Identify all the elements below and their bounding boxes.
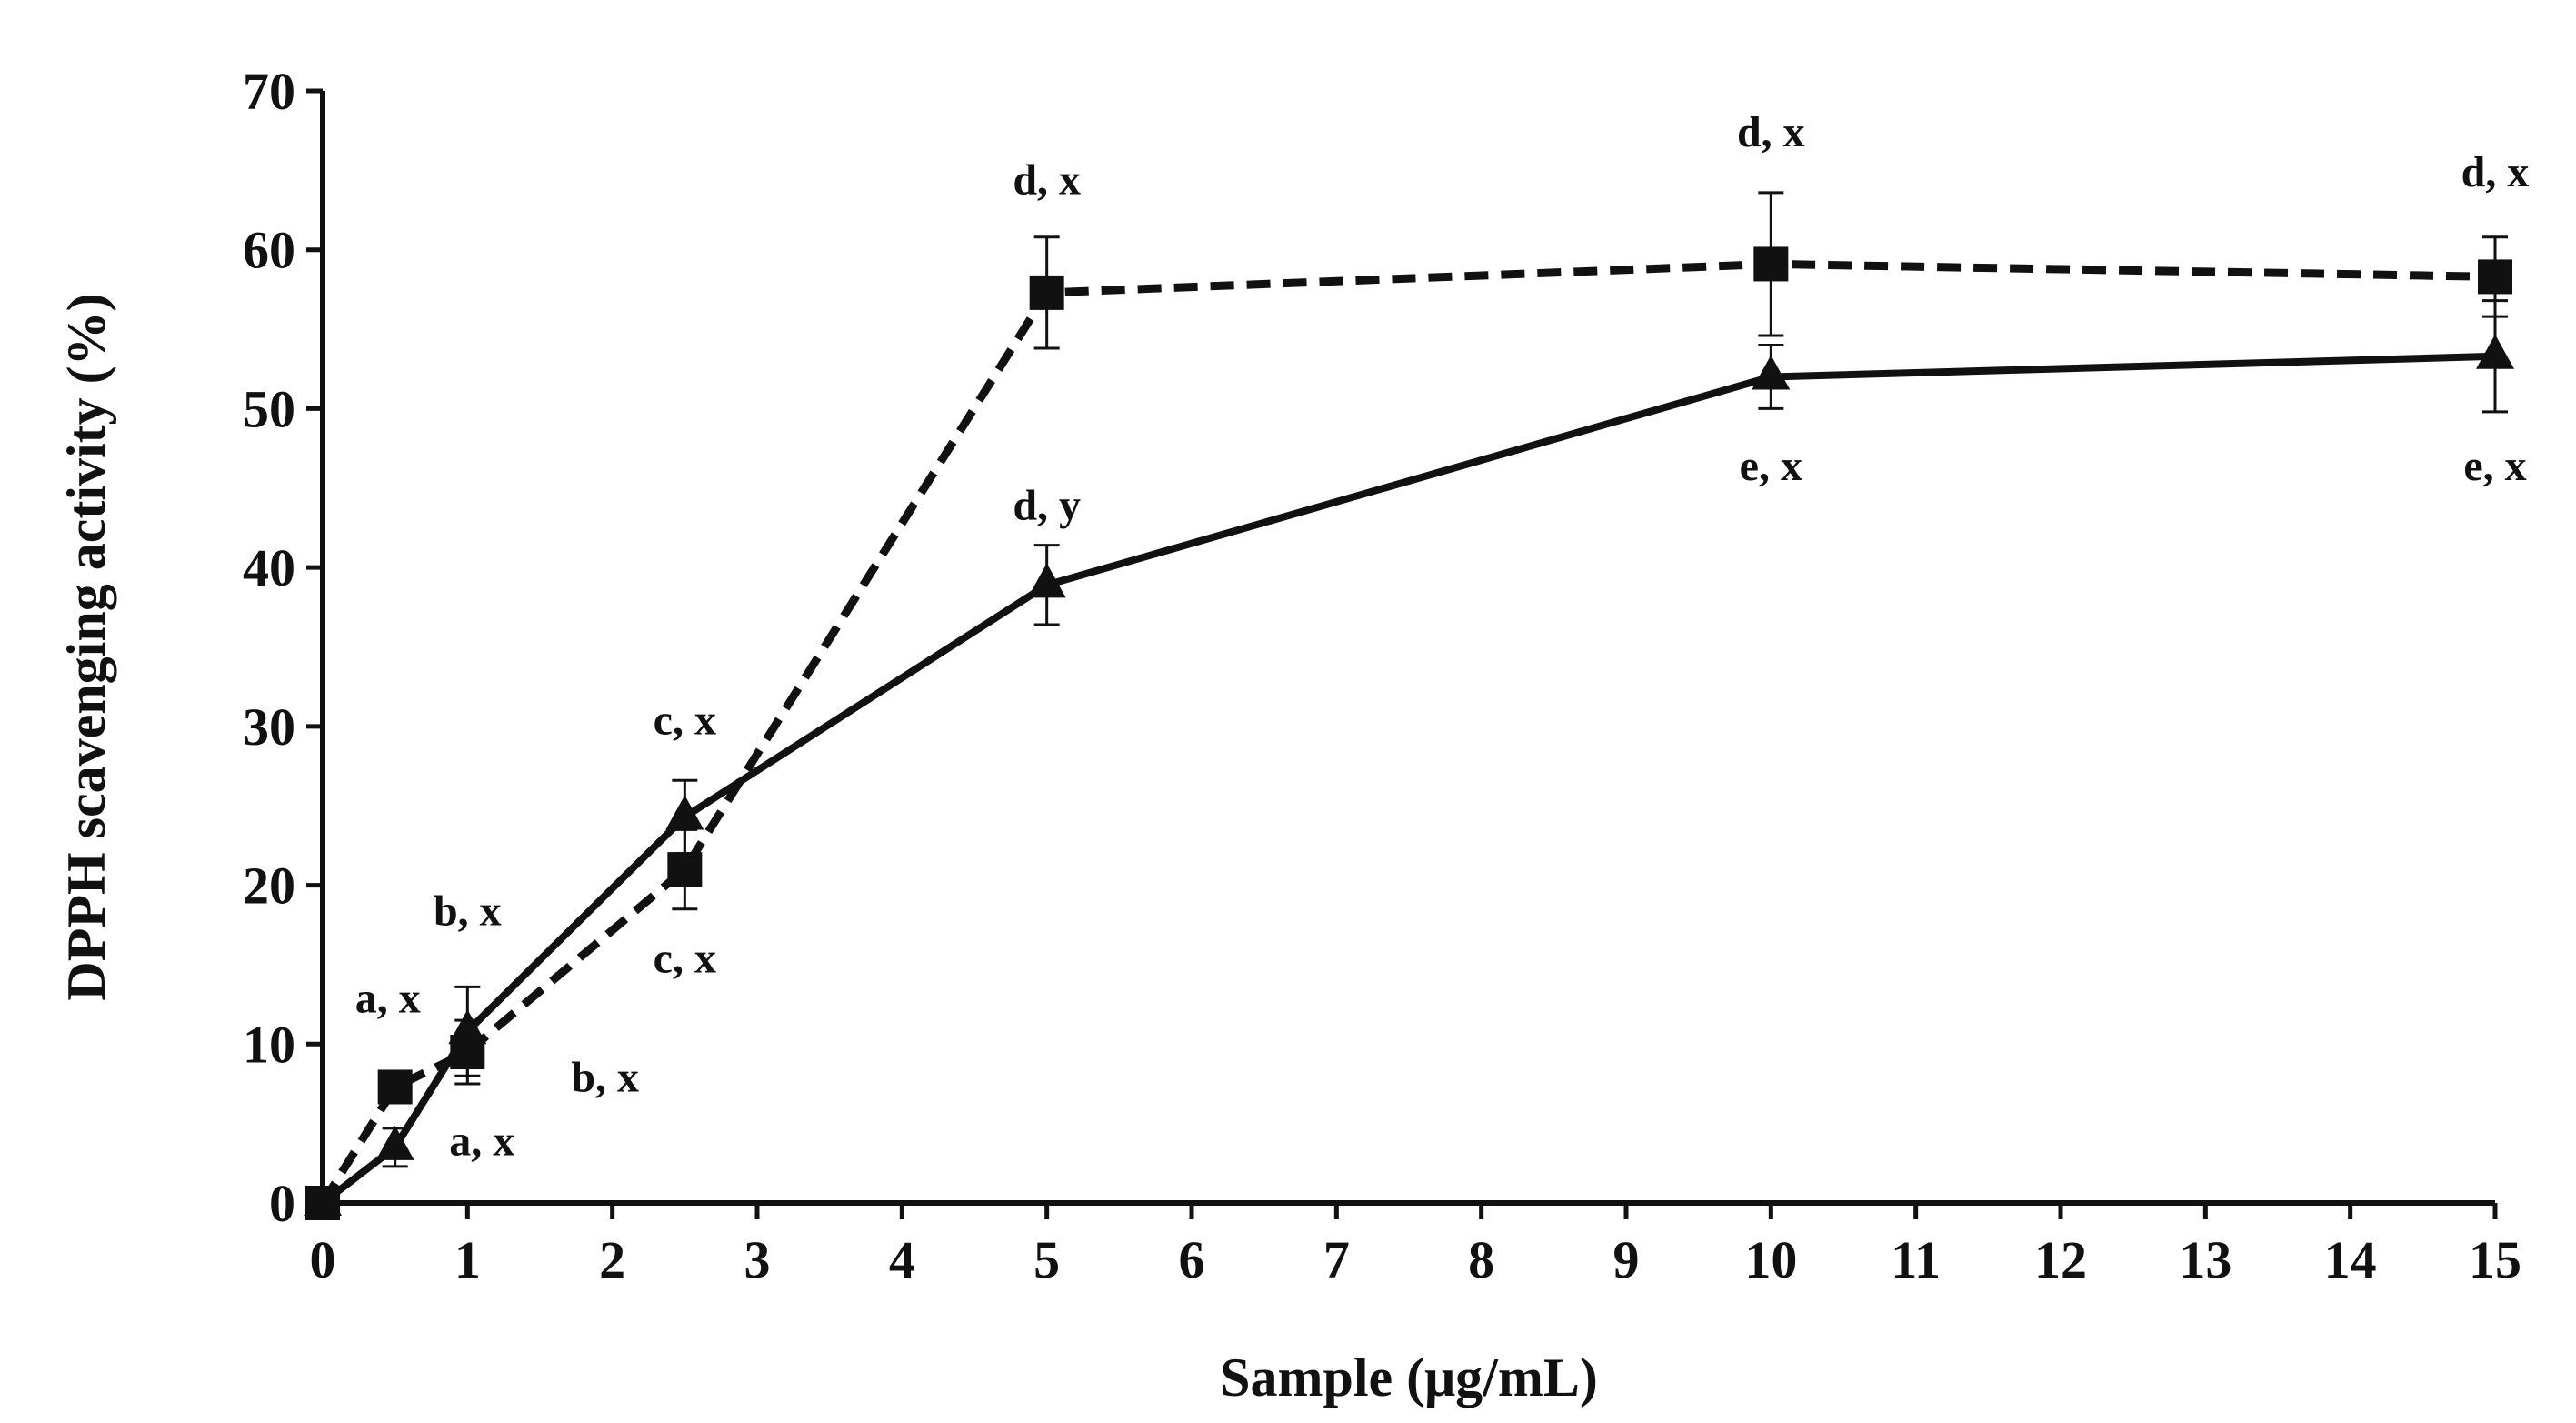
data-point-triangle bbox=[375, 1125, 414, 1160]
x-tick-label: 7 bbox=[1323, 1230, 1350, 1289]
y-tick-label: 30 bbox=[243, 697, 295, 757]
x-tick-label: 0 bbox=[310, 1230, 336, 1289]
x-tick-label: 8 bbox=[1468, 1230, 1494, 1289]
data-point-square bbox=[2478, 259, 2512, 295]
significance-label: e, x bbox=[2463, 442, 2526, 490]
series-lines bbox=[319, 259, 2496, 1207]
significance-label: d, x bbox=[2461, 148, 2530, 196]
x-tick-label: 15 bbox=[2469, 1230, 2521, 1289]
significance-label: b, x bbox=[571, 1054, 639, 1102]
significance-label: c, x bbox=[654, 935, 716, 983]
y-tick-label: 0 bbox=[269, 1174, 295, 1233]
x-tick-label: 2 bbox=[599, 1230, 625, 1289]
x-tick-label: 14 bbox=[2324, 1230, 2377, 1289]
y-tick-label: 40 bbox=[243, 538, 295, 597]
y-tick-label: 50 bbox=[243, 379, 295, 438]
data-point-square bbox=[1029, 275, 1064, 310]
significance-label: b, x bbox=[434, 887, 502, 935]
data-point-square bbox=[377, 1069, 413, 1105]
x-tick-label: 5 bbox=[1033, 1230, 1060, 1289]
x-tick-label: 10 bbox=[1744, 1230, 1797, 1289]
significance-label: a, x bbox=[355, 974, 421, 1022]
x-tick-label: 12 bbox=[2034, 1230, 2087, 1289]
significance-label: a, x bbox=[449, 1117, 514, 1166]
y-tick-label: 60 bbox=[243, 221, 295, 280]
significance-label: d, y bbox=[1013, 482, 1081, 530]
x-tick-label: 6 bbox=[1179, 1230, 1205, 1289]
x-tick-label: 11 bbox=[1891, 1230, 1941, 1289]
x-tick-label: 13 bbox=[2179, 1230, 2232, 1289]
data-point-triangle bbox=[665, 795, 704, 830]
x-axis-title: Sample (μg/mL) bbox=[1220, 1348, 1598, 1408]
series-markers bbox=[304, 246, 2514, 1220]
y-axis-title: DPPH scavenging activity (%) bbox=[56, 293, 116, 1000]
y-tick-label: 70 bbox=[243, 62, 295, 121]
x-tick-label: 1 bbox=[454, 1230, 481, 1289]
data-point-triangle bbox=[1752, 355, 1791, 390]
data-point-triangle bbox=[2476, 334, 2514, 369]
data-point-square bbox=[667, 852, 703, 887]
y-tick-label: 10 bbox=[243, 1015, 295, 1074]
significance-label: e, x bbox=[1740, 442, 1802, 490]
data-point-triangle bbox=[1027, 563, 1066, 598]
series-line-triangle-solid bbox=[320, 352, 2496, 1207]
data-point-square bbox=[1753, 246, 1789, 282]
y-tick-label: 20 bbox=[243, 857, 295, 916]
x-tick-label: 4 bbox=[889, 1230, 915, 1289]
data-point-triangle bbox=[448, 1009, 487, 1045]
x-tick-label: 9 bbox=[1613, 1230, 1640, 1289]
annotations: a, x a, x b, x b, x c, x c, x d, x d, y d, x e, x… bbox=[355, 108, 2530, 1165]
series-line-square-dashed bbox=[319, 259, 2496, 1206]
x-tick-label: 3 bbox=[744, 1230, 771, 1289]
significance-label: c, x bbox=[654, 696, 716, 745]
significance-label: d, x bbox=[1737, 108, 1805, 156]
significance-label: d, x bbox=[1013, 156, 1081, 205]
error-bars bbox=[382, 191, 2508, 1168]
data-point-triangle bbox=[304, 1181, 342, 1216]
